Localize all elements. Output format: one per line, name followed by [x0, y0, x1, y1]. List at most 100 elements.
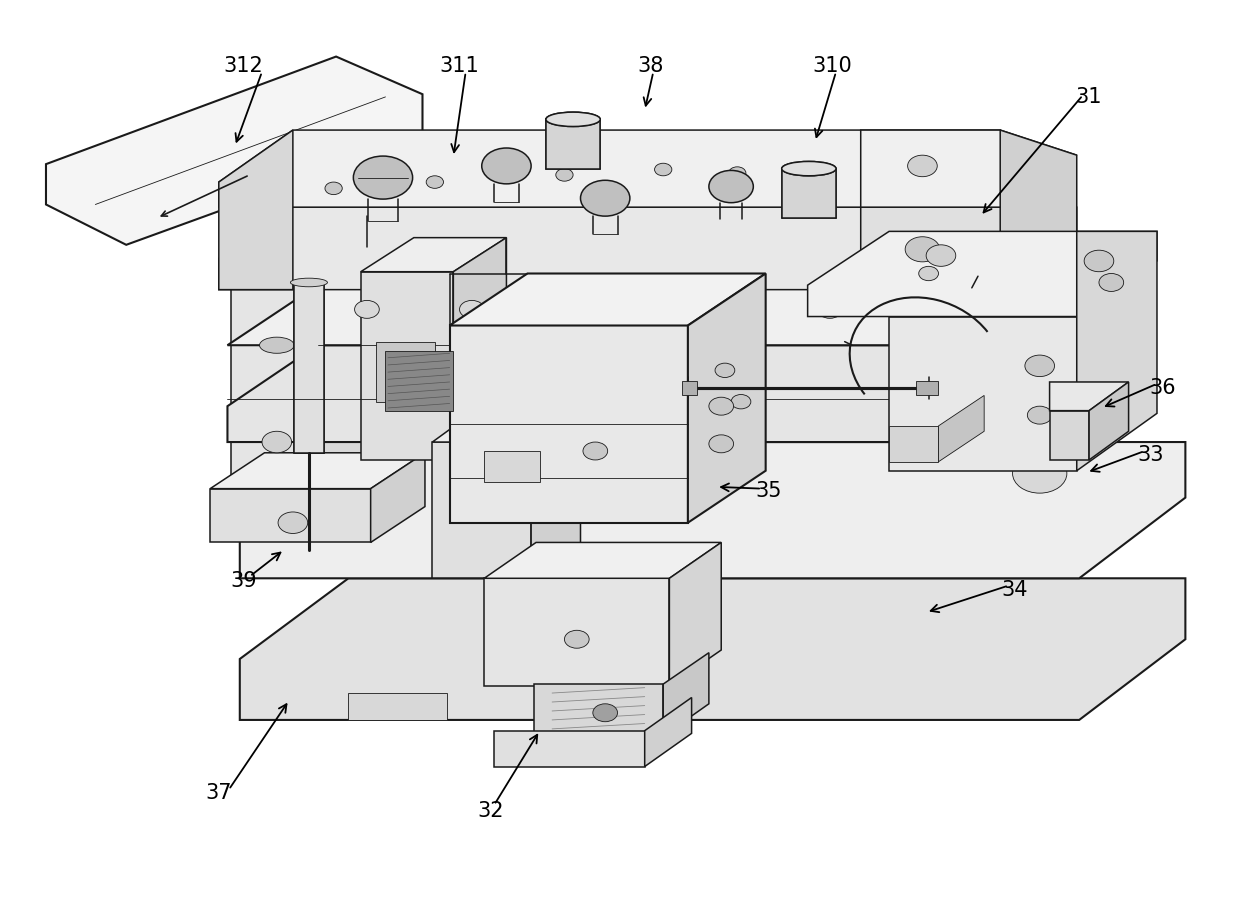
- Polygon shape: [663, 653, 709, 736]
- Ellipse shape: [546, 112, 600, 126]
- Polygon shape: [531, 406, 580, 578]
- Circle shape: [583, 300, 608, 318]
- Text: 34: 34: [1002, 580, 1028, 600]
- Polygon shape: [889, 426, 939, 462]
- Polygon shape: [494, 731, 645, 767]
- Circle shape: [817, 300, 842, 318]
- Ellipse shape: [781, 161, 836, 176]
- Polygon shape: [682, 381, 697, 395]
- Polygon shape: [670, 542, 722, 686]
- Text: 38: 38: [637, 56, 665, 76]
- Text: 39: 39: [231, 571, 257, 591]
- Circle shape: [556, 169, 573, 181]
- Circle shape: [355, 300, 379, 318]
- Circle shape: [325, 182, 342, 195]
- Polygon shape: [361, 237, 506, 272]
- Circle shape: [393, 369, 423, 390]
- Circle shape: [908, 155, 937, 177]
- Polygon shape: [227, 345, 1114, 442]
- Polygon shape: [1049, 382, 1128, 410]
- Ellipse shape: [259, 337, 294, 354]
- Circle shape: [564, 630, 589, 649]
- Circle shape: [482, 148, 531, 184]
- Polygon shape: [546, 119, 600, 169]
- Polygon shape: [231, 246, 367, 282]
- Text: 311: 311: [440, 56, 480, 76]
- Circle shape: [1025, 355, 1054, 377]
- Polygon shape: [46, 57, 423, 244]
- Circle shape: [629, 659, 673, 691]
- Polygon shape: [433, 406, 580, 442]
- Circle shape: [729, 167, 746, 179]
- Ellipse shape: [290, 278, 327, 287]
- Circle shape: [278, 512, 308, 533]
- Circle shape: [790, 169, 807, 181]
- Ellipse shape: [781, 161, 836, 176]
- Polygon shape: [227, 285, 1114, 345]
- Polygon shape: [361, 272, 454, 460]
- Circle shape: [460, 300, 484, 318]
- Circle shape: [732, 394, 751, 409]
- Polygon shape: [484, 451, 539, 483]
- Ellipse shape: [546, 112, 600, 126]
- Circle shape: [353, 156, 413, 199]
- Circle shape: [926, 244, 956, 266]
- Circle shape: [709, 397, 734, 415]
- Polygon shape: [916, 381, 939, 395]
- Circle shape: [1084, 250, 1114, 272]
- Text: 36: 36: [1149, 378, 1177, 399]
- Polygon shape: [371, 453, 425, 542]
- Circle shape: [701, 300, 725, 318]
- Circle shape: [709, 435, 734, 453]
- Polygon shape: [317, 246, 367, 487]
- Circle shape: [580, 180, 630, 216]
- Circle shape: [593, 704, 618, 722]
- Polygon shape: [239, 578, 1185, 720]
- Circle shape: [1013, 454, 1066, 493]
- Polygon shape: [688, 273, 765, 523]
- Polygon shape: [231, 282, 317, 487]
- Polygon shape: [781, 169, 836, 218]
- Polygon shape: [645, 697, 692, 767]
- Circle shape: [655, 163, 672, 176]
- Circle shape: [905, 236, 940, 262]
- Polygon shape: [1076, 232, 1157, 471]
- Polygon shape: [218, 207, 1001, 290]
- Text: 32: 32: [477, 801, 503, 822]
- Polygon shape: [1001, 130, 1076, 303]
- Polygon shape: [889, 317, 1076, 471]
- Polygon shape: [1049, 410, 1089, 460]
- Circle shape: [427, 176, 444, 189]
- Text: 33: 33: [1137, 446, 1164, 465]
- Circle shape: [709, 170, 754, 203]
- Circle shape: [1028, 406, 1052, 424]
- Polygon shape: [1089, 382, 1128, 460]
- Polygon shape: [454, 237, 506, 460]
- Circle shape: [583, 442, 608, 460]
- Polygon shape: [210, 453, 425, 489]
- Circle shape: [1099, 273, 1123, 291]
- Polygon shape: [484, 542, 722, 578]
- Polygon shape: [218, 130, 1001, 207]
- Polygon shape: [861, 207, 1076, 303]
- Polygon shape: [533, 684, 663, 736]
- Text: 35: 35: [755, 482, 781, 502]
- Polygon shape: [239, 442, 1185, 578]
- Polygon shape: [450, 326, 688, 523]
- Polygon shape: [218, 130, 293, 290]
- Text: 310: 310: [812, 56, 852, 76]
- Polygon shape: [861, 130, 1076, 207]
- Circle shape: [715, 364, 735, 378]
- Polygon shape: [450, 273, 765, 326]
- Circle shape: [262, 431, 291, 453]
- Circle shape: [919, 266, 939, 281]
- Polygon shape: [348, 693, 448, 720]
- Text: 31: 31: [1076, 87, 1102, 107]
- Text: 312: 312: [223, 56, 263, 76]
- Polygon shape: [433, 442, 531, 578]
- Text: 37: 37: [206, 784, 232, 804]
- Polygon shape: [484, 578, 670, 686]
- Polygon shape: [939, 395, 985, 462]
- Polygon shape: [386, 351, 454, 410]
- Polygon shape: [807, 232, 1157, 317]
